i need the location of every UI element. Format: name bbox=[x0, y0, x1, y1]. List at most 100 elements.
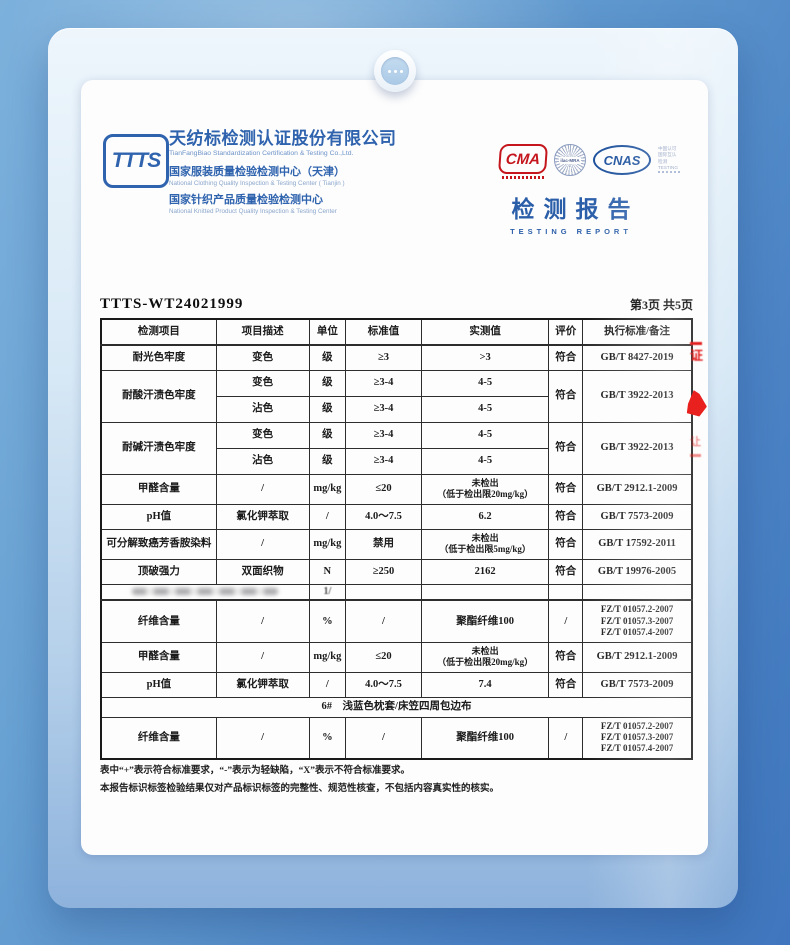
table-row: 纤维含量 /% / 聚酯纤维100/FZ/T 01057.2-2007 FZ/T 010… bbox=[100, 716, 693, 760]
table-cell: 1/ bbox=[308, 583, 347, 601]
report-title-en: TESTING REPORT bbox=[510, 227, 632, 236]
table-cell: 符合 bbox=[548, 558, 584, 585]
column-header: 单位 bbox=[308, 318, 347, 346]
table-cell: 变色 bbox=[215, 369, 310, 397]
ilac-mra-mark-icon: ilac-MRA bbox=[554, 144, 586, 176]
table-section-row: 6# 浅蓝色枕套/床笠四周包边布 bbox=[100, 696, 693, 718]
report-meta-row: TTTS-WT24021999 第3页 共5页 bbox=[100, 296, 693, 313]
ttts-logo-text: TTTS bbox=[111, 149, 161, 172]
table-cell: 禁用 bbox=[345, 528, 422, 560]
table-cell: 符合 bbox=[548, 503, 584, 530]
column-header: 评价 bbox=[548, 318, 584, 346]
table-cell: 符合 bbox=[548, 473, 584, 505]
table-cell: / bbox=[345, 716, 422, 760]
ilac-label: ilac-MRA bbox=[559, 156, 581, 164]
table-cell: GB/T 3922-2013 bbox=[582, 421, 693, 475]
table-row: 耐酸汗渍色牢度 变色级 ≥3-4 4-5 符合 GB/T 3922-2013 bbox=[100, 369, 693, 423]
center2-cn: 国家针织产品质量检验检测中心 bbox=[169, 194, 323, 206]
table-cell: 甲醛含量 bbox=[100, 473, 217, 505]
table-cell: 顶破强力 bbox=[100, 558, 217, 585]
table-cell: / bbox=[308, 671, 347, 698]
column-header: 标准值 bbox=[345, 318, 422, 346]
table-cell: 4-5 bbox=[420, 447, 550, 475]
table-cell: ≤20 bbox=[345, 473, 422, 505]
table-cell: 纤维含量 bbox=[100, 716, 217, 760]
cnas-side-line: TESTING bbox=[658, 164, 678, 170]
table-cell: GB/T 17592-2011 bbox=[582, 528, 693, 560]
table-cell: 4-5 bbox=[420, 369, 550, 397]
table-cell: 符合 bbox=[548, 421, 584, 475]
table-cell: 未检出 （低于检出限20mg/kg） bbox=[420, 473, 550, 505]
cnas-side-line: 检测 bbox=[658, 158, 668, 164]
cma-number-line bbox=[502, 176, 544, 179]
table-row: pH值 氯化钾萃取/4.0～7.5 6.2 符合 GB/T 7573-2009 bbox=[100, 503, 693, 530]
table-cell: / bbox=[345, 599, 422, 643]
table-cell: 级 bbox=[308, 395, 347, 423]
table-cell: % bbox=[308, 599, 347, 643]
cnas-label: CNAS bbox=[603, 152, 641, 168]
cnas-mark-icon: CNAS bbox=[593, 145, 651, 175]
table-cell: 符合 bbox=[548, 641, 584, 673]
table-row: 沾色级 ≥3-4 4-5 bbox=[101, 395, 692, 423]
table-cell: 纤维含量 bbox=[100, 599, 217, 643]
table-cell: 聚酯纤维100 bbox=[420, 599, 550, 643]
hanger-button bbox=[374, 50, 416, 92]
ttts-logo: TTTS bbox=[103, 134, 169, 188]
table-row: 可分解致癌芳香胺染料 / mg/kg 禁用 未检出 （低于检出限5mg/kg） 符合 GB/T… bbox=[100, 528, 693, 560]
table-cell: pH值 bbox=[100, 671, 217, 698]
footnote-line: 本报告标识标签检验结果仅对产品标识标签的完整性、规范性核查，不包括内容真实性的核… bbox=[100, 784, 500, 795]
table-cell: / bbox=[215, 641, 310, 673]
cnas-side-line: 中国认可 bbox=[658, 146, 677, 151]
table-cell: / bbox=[548, 599, 584, 643]
table-cell: 级 bbox=[308, 421, 347, 449]
table-cell: 级 bbox=[308, 447, 347, 475]
table-cell: 符合 bbox=[548, 528, 584, 560]
table-cell: 耐碱汗渍色牢度 bbox=[100, 421, 217, 475]
table-cell: pH值 bbox=[100, 503, 217, 530]
table-cell: 4-5 bbox=[420, 421, 550, 449]
table-cell: 未检出 （低于检出限20mg/kg） bbox=[420, 641, 550, 673]
table-cell: / bbox=[308, 503, 347, 530]
table-cell: / bbox=[215, 473, 310, 505]
table-cell: 耐光色牢度 bbox=[100, 344, 217, 371]
table-cell: ≥3-4 bbox=[345, 369, 422, 397]
three-dots-icon bbox=[381, 57, 409, 85]
table-cell: mg/kg bbox=[308, 528, 347, 560]
table-cell: >3 bbox=[420, 344, 550, 371]
letterhead: 天纺标检测认证股份有限公司 TianFangBiao Standardizati… bbox=[169, 124, 449, 215]
table-cell: % bbox=[308, 716, 347, 760]
footnote-line: 表中“+”表示符合标准要求，“-”表示为轻缺陷，“X”表示不符合标准要求。 bbox=[100, 766, 410, 776]
column-header: 执行标准/备注 bbox=[582, 318, 693, 346]
table-cell: GB/T 7573-2009 bbox=[582, 671, 693, 698]
center2-en: National Knitted Product Quality Inspect… bbox=[169, 208, 337, 215]
table-cell: N bbox=[308, 558, 347, 585]
accreditation-marks: CMA ilac-MRA CNAS 中国认可 国际互认 检测 TESTING bbox=[497, 144, 680, 179]
report-title: 检测报告 TESTING REPORT bbox=[461, 190, 681, 236]
table-cell: 沾色 bbox=[215, 447, 310, 475]
table-cell: / bbox=[215, 599, 310, 643]
results-table: 检测项目 项目描述 单位 标准值 实测值 评价 执行标准/备注 耐光色牢度 变色级 ≥3 >3 符合… bbox=[100, 318, 693, 760]
smudged-text bbox=[132, 588, 279, 596]
table-cell: ≤20 bbox=[345, 641, 422, 673]
table-cell: / bbox=[215, 716, 310, 760]
company-name-en: TianFangBiao Standardization Certificati… bbox=[169, 150, 354, 157]
table-cell: 变色 bbox=[215, 344, 310, 371]
table-cell bbox=[582, 583, 693, 601]
table-cell bbox=[100, 583, 310, 601]
stamp-fragment-icon: 让 bbox=[690, 436, 704, 457]
table-cell: FZ/T 01057.2-2007 FZ/T 01057.3-2007 FZ/T 0… bbox=[582, 599, 693, 643]
table-cell: 符合 bbox=[548, 369, 584, 423]
table-row: 耐碱汗渍色牢度 变色级 ≥3-4 4-5 符合 GB/T 3922-2013 bbox=[100, 421, 693, 475]
table-cell: 6.2 bbox=[420, 503, 550, 530]
column-header: 实测值 bbox=[420, 318, 550, 346]
column-header: 项目描述 bbox=[215, 318, 310, 346]
footnotes: 表中“+”表示符合标准要求，“-”表示为轻缺陷，“X”表示不符合标准要求。本报告… bbox=[100, 762, 693, 798]
table-cell: 耐酸汗渍色牢度 bbox=[100, 369, 217, 423]
cnas-side-line: 国际互认 bbox=[658, 152, 677, 158]
table-blurred-row: 1/ bbox=[100, 583, 693, 601]
table-cell bbox=[345, 583, 422, 601]
stamp-fragment-icon: 证 bbox=[690, 342, 704, 362]
table-cell: 双面织物 bbox=[215, 558, 310, 585]
column-header: 检测项目 bbox=[100, 318, 217, 346]
table-cell: ≥3 bbox=[345, 344, 422, 371]
